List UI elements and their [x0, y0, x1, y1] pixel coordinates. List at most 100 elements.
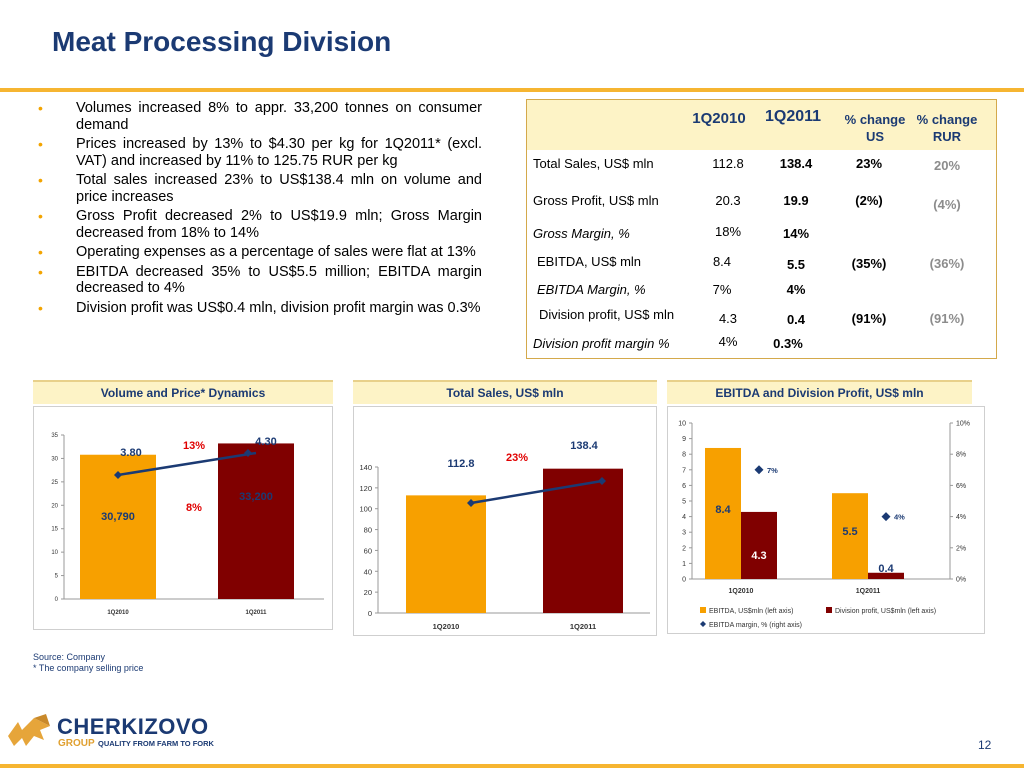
source-note: Source: Company: [33, 652, 106, 662]
bullet-item: • Operating expenses as a percentage of s…: [36, 244, 482, 261]
y-tick-label: 40: [364, 567, 372, 576]
y-tick-label: 1: [682, 561, 686, 568]
cell-change-rur: 20%: [933, 158, 961, 173]
y-tick-label: 25: [51, 480, 58, 486]
price-label: 4.30: [255, 436, 276, 448]
y-tick-label: 35: [51, 433, 58, 439]
y-tick-label: 10: [51, 550, 58, 556]
bullet-icon: •: [38, 100, 43, 116]
header-change-us-line1: % change: [844, 112, 906, 127]
sales-trend-marker: [598, 477, 606, 485]
cell-change-us: (35%): [851, 256, 887, 271]
y-tick-label: 7: [682, 467, 686, 474]
cell-1q2010: 112.8: [712, 156, 744, 171]
header-1q2010: 1Q2010: [692, 110, 746, 127]
bullet-icon: •: [38, 244, 43, 260]
y2-tick-label: 8%: [956, 452, 966, 459]
y-tick-label: 20: [51, 503, 58, 509]
bull-logo-icon: [8, 714, 50, 746]
header-change-us-line2: US: [865, 129, 885, 144]
volume-change-annotation: 8%: [186, 502, 202, 514]
bullet-list: • Volumes increased 8% to appr. 33,200 to…: [36, 100, 482, 319]
cell-1q2010: 18%: [714, 224, 742, 239]
chart-title-ebitda: EBITDA and Division Profit, US$ mln: [667, 380, 972, 404]
y-tick-label: 0: [682, 577, 686, 584]
row-label: EBITDA Margin, %: [537, 282, 646, 297]
chart-ebitda-svg: 0 1 2 3 4 5 6 7 8 9 10 0% 2% 4% 6% 8% 10% 1Q2010 1Q2011 8.4…: [678, 421, 970, 630]
price-marker: [244, 449, 252, 457]
cell-change-us: (91%): [851, 311, 887, 326]
legend-label-division-profit: Division profit, US$mln (left axis): [835, 608, 936, 615]
price-line: [117, 451, 257, 477]
bullet-icon: •: [38, 299, 43, 316]
y-tick-label: 30: [51, 456, 58, 462]
chart-title-total-sales: Total Sales, US$ mln: [353, 380, 657, 404]
x-tick-label: 1Q2010: [107, 610, 129, 616]
cell-1q2011: 0.3%: [773, 336, 803, 351]
bullet-text: Operating expenses as a percentage of sa…: [76, 244, 476, 260]
ebitda-margin-label: 4%: [894, 513, 905, 522]
cell-1q2011: 138.4: [779, 156, 813, 171]
y-tick-label: 8: [682, 452, 686, 459]
cell-change-rur: (4%): [933, 197, 961, 212]
metrics-table: 1Q2010 1Q2011 % change US % change RUR T…: [526, 99, 997, 359]
row-label: Division profit margin %: [533, 336, 670, 351]
bullet-item: • Gross Profit decreased 2% to US$19.9 ml…: [36, 208, 482, 241]
cell-change-rur: (36%): [929, 256, 965, 271]
table-row: Division profit margin % 4% 0.3%: [527, 334, 996, 358]
y2-tick-label: 0%: [956, 577, 966, 584]
sales-trend-marker: [467, 499, 475, 507]
volume-label: 33,200: [239, 491, 273, 503]
y-tick-label: 100: [359, 505, 372, 514]
logo-wordmark: CHERKIZOVO: [57, 714, 209, 739]
cell-1q2010: 4.3: [718, 311, 738, 326]
cell-1q2010: 4%: [718, 334, 738, 349]
row-label: Division profit, US$ mln: [539, 307, 675, 322]
ebitda-margin-marker: [881, 512, 891, 522]
table-row: Total Sales, US$ mln 112.8 138.4 23% 20%: [527, 156, 996, 178]
cell-change-us: (2%): [855, 193, 883, 208]
price-change-annotation: 13%: [183, 440, 205, 452]
y2-tick-label: 4%: [956, 514, 966, 521]
legend-label-ebitda: EBITDA, US$mln (left axis): [709, 608, 793, 615]
y-tick-label: 140: [359, 463, 372, 472]
cell-1q2011: 0.4: [786, 312, 806, 327]
metrics-table-header: 1Q2010 1Q2011 % change US % change RUR: [527, 100, 996, 150]
bullet-text: Prices increased by 13% to $4.30 per kg …: [76, 136, 482, 169]
logo-group-text: GROUP: [58, 738, 95, 749]
cell-1q2011: 4%: [786, 282, 806, 297]
y2-tick-label: 2%: [956, 545, 966, 552]
table-row: EBITDA, US$ mln 8.4 5.5 (35%) (36%): [527, 254, 996, 276]
bullet-item: • EBITDA decreased 35% to US$5.5 million;…: [36, 264, 482, 297]
ebitda-value-label: 8.4: [715, 504, 731, 516]
y-tick-label: 3: [682, 530, 686, 537]
chart-ebitda: 0 1 2 3 4 5 6 7 8 9 10 0% 2% 4% 6% 8% 10% 1Q2010 1Q2011 8.4…: [667, 406, 985, 634]
x-tick-label: 1Q2011: [245, 610, 267, 616]
sales-bar: [406, 495, 486, 613]
cell-change-us: 23%: [855, 156, 883, 171]
bullet-icon: •: [38, 136, 43, 152]
y-tick-label: 6: [682, 483, 686, 490]
bullet-text: EBITDA decreased 35% to US$5.5 million; …: [76, 263, 482, 297]
row-label: Gross Margin, %: [533, 226, 630, 241]
sales-value-label: 138.4: [570, 440, 598, 452]
footnotes: Source: Company * The company selling pr…: [33, 652, 143, 674]
sales-bar: [543, 468, 623, 613]
y-tick-label: 5: [55, 574, 59, 580]
sales-value-label: 112.8: [448, 458, 475, 470]
division-profit-value-label: 4.3: [751, 550, 766, 562]
bullet-text: Total sales increased 23% to US$138.4 ml…: [76, 172, 482, 205]
chart-volume-price: 0 5 10 15 20 25 30 35 1Q2010 1Q2011 30,790 33,200 3.…: [33, 406, 333, 630]
bullet-item: • Prices increased by 13% to $4.30 per kg…: [36, 136, 482, 169]
cell-1q2010: 7%: [712, 282, 732, 297]
ebitda-bar: [832, 493, 868, 579]
chart-total-sales: 0 20 40 60 80 100 120 140 1Q2010 1Q2011 112.8 138.4…: [353, 406, 657, 636]
bottom-rule: [0, 764, 1024, 768]
bullet-item: • Volumes increased 8% to appr. 33,200 to…: [36, 100, 482, 133]
cell-change-rur: (91%): [929, 311, 965, 326]
y-tick-label: 9: [682, 436, 686, 443]
x-tick-label: 1Q2011: [570, 622, 596, 631]
table-row: Gross Margin, % 18% 14%: [527, 224, 996, 248]
bullet-text: Gross Profit decreased 2% to US$19.9 mln…: [76, 208, 482, 241]
chart-total-sales-svg: 0 20 40 60 80 100 120 140 1Q2010 1Q2011 112.8 138.4…: [359, 440, 650, 631]
